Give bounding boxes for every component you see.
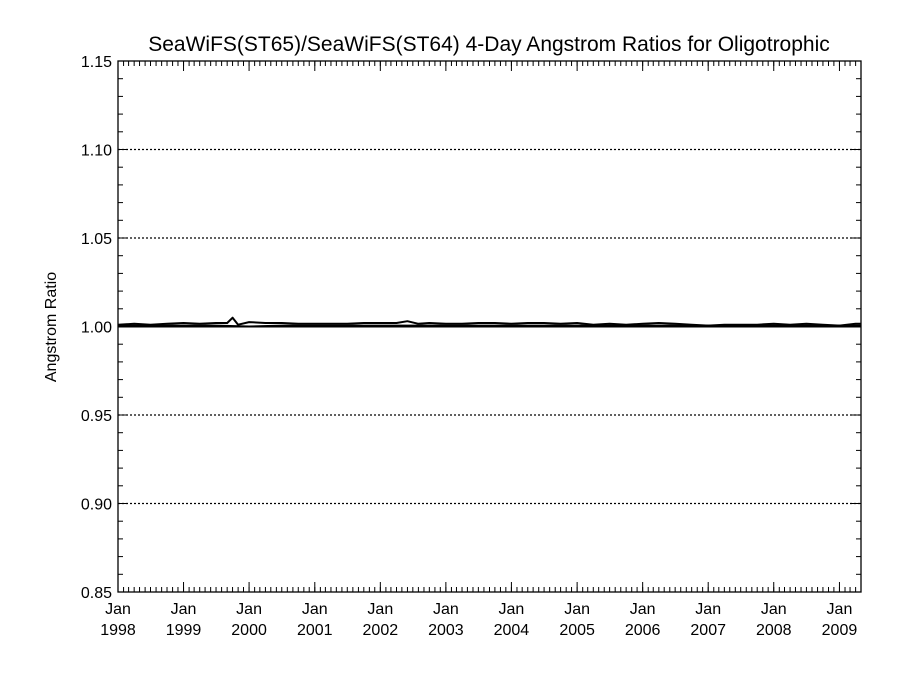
x-tick-label-month: Jan [171,601,197,618]
series-line-1 [117,316,861,327]
x-tick-label-year: 2000 [231,622,267,639]
plot-frame [117,60,862,593]
x-tick-label-month: Jan [236,601,262,618]
chart-title: SeaWiFS(ST65)/SeaWiFS(ST64) 4-Day Angstr… [148,33,830,56]
x-tick-labels: Jan 1998 Jan 1999 Jan 2000 Jan 2001 Jan 2002 Jan 20… [100,601,857,639]
x-tick-label-month: Jan [105,601,131,618]
x-tick-label-month: Jan [499,601,525,618]
y-tick-label: 1.05 [81,231,112,248]
x-tick-label-year: 2006 [625,622,661,639]
x-tick-label-year: 1999 [166,622,202,639]
x-tick-label-year: 2004 [494,622,530,639]
x-tick-label-year: 2002 [363,622,399,639]
x-tick-label-year: 2008 [756,622,792,639]
x-tick-label-month: Jan [827,601,853,618]
y-tick-label: 1.15 [81,54,112,71]
x-tick-label-month: Jan [564,601,590,618]
x-tick-label-year: 2007 [690,622,726,639]
y-tick-label: 1.10 [81,143,112,160]
x-tick-label-month: Jan [761,601,787,618]
x-tick-label-year: 2005 [559,622,595,639]
y-axis-label: Angstrom Ratio [43,272,60,382]
x-tick-label-year: 2001 [297,622,333,639]
x-tick-label-month: Jan [302,601,328,618]
y-tick-label: 0.90 [81,497,112,514]
x-tick-label-year: 2003 [428,622,464,639]
x-tick-label-month: Jan [630,601,656,618]
x-tick-label-month: Jan [695,601,721,618]
x-tick-label-month: Jan [367,601,393,618]
series-group [117,316,861,328]
x-tick-label-year: 1998 [100,622,136,639]
y-tick-label: 0.95 [81,408,112,425]
y-tick-labels: 0.85 0.90 0.95 1.00 1.05 1.10 1.15 [81,54,112,602]
y-tick-label: 1.00 [81,320,112,337]
x-tick-label-month: Jan [433,601,459,618]
y-tick-label: 0.85 [81,585,112,602]
x-tick-label-year: 2009 [822,622,858,639]
